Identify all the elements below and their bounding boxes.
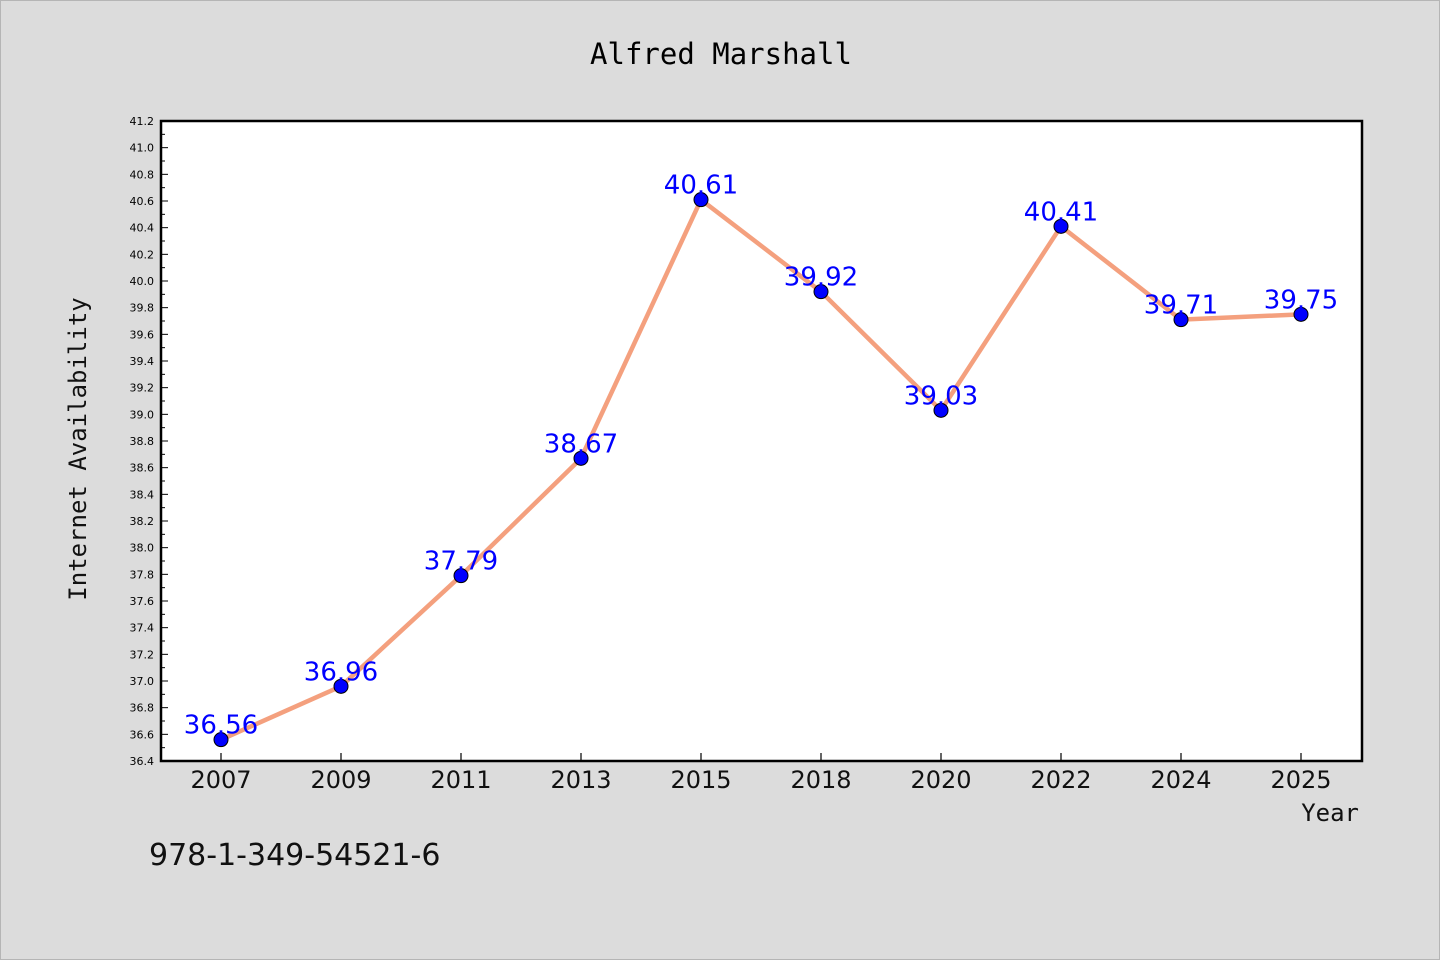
data-point xyxy=(573,450,589,466)
y-tick-label: 38.2 xyxy=(130,515,155,528)
data-label: 39.75 xyxy=(1264,285,1338,315)
y-tick-label: 36.6 xyxy=(130,728,155,741)
x-axis-label: Year xyxy=(1301,799,1359,827)
isbn-annotation: 978-1-349-54521-6 xyxy=(149,838,440,873)
data-labels: 36.56 36.96 37.79 38.67 40.61 39.92 39.03 40.41… xyxy=(184,171,1338,741)
y-tick-label: 36.8 xyxy=(130,702,155,715)
y-tick-label: 37.0 xyxy=(130,675,155,688)
y-tick-label: 37.8 xyxy=(130,568,155,581)
series-line xyxy=(220,197,1302,742)
y-tick-label: 41.2 xyxy=(130,115,155,128)
y-tick-label: 38.4 xyxy=(130,488,155,501)
y-tick-label: 37.2 xyxy=(130,648,155,661)
chart-title: Alfred Marshall xyxy=(590,37,852,71)
data-point xyxy=(1053,218,1069,234)
y-tick-label: 37.4 xyxy=(130,622,155,635)
y-tick-label: 37.6 xyxy=(130,595,155,608)
x-tick-label: 2024 xyxy=(1150,766,1211,794)
y-tick-label: 40.2 xyxy=(130,248,155,261)
data-point xyxy=(813,284,829,300)
y-tick-label: 38.8 xyxy=(130,435,155,448)
data-point xyxy=(333,678,349,694)
data-point xyxy=(1293,306,1309,322)
x-tick-label: 2013 xyxy=(550,766,611,794)
y-tick-label: 41.0 xyxy=(130,142,155,155)
y-axis-label: Internet Availability xyxy=(64,297,92,600)
data-point xyxy=(1173,312,1189,328)
y-tick-label: 39.4 xyxy=(130,355,155,368)
x-tick-label: 2025 xyxy=(1270,766,1331,794)
x-tick-label: 2018 xyxy=(790,766,851,794)
data-point xyxy=(933,402,949,418)
data-label: 39.03 xyxy=(904,381,978,411)
y-tick-label: 40.4 xyxy=(130,222,155,235)
y-tick-label: 40.6 xyxy=(130,195,155,208)
x-tick-label: 2011 xyxy=(430,766,491,794)
data-label: 38.67 xyxy=(544,429,618,459)
x-tick-label: 2007 xyxy=(190,766,251,794)
x-axis: 2007 2009 2011 2013 2015 2018 2020 2022 2024 2025 xyxy=(190,753,1332,794)
data-label: 37.79 xyxy=(424,547,498,577)
plot-area xyxy=(159,119,1364,763)
x-tick-label: 2022 xyxy=(1030,766,1091,794)
y-tick-label: 39.0 xyxy=(130,408,155,421)
data-label: 40.61 xyxy=(664,171,738,201)
y-tick-label: 39.8 xyxy=(130,302,155,315)
data-point xyxy=(453,568,469,584)
data-label: 39.71 xyxy=(1144,291,1218,321)
series-markers xyxy=(213,192,1309,748)
y-tick-label: 38.6 xyxy=(130,462,155,475)
data-point xyxy=(693,192,709,208)
data-point xyxy=(213,732,229,748)
y-tick-label: 40.0 xyxy=(130,275,155,288)
data-label: 40.41 xyxy=(1024,197,1098,227)
x-tick-label: 2009 xyxy=(310,766,371,794)
x-tick-label: 2020 xyxy=(910,766,971,794)
data-label: 36.56 xyxy=(184,711,258,741)
y-tick-label: 38.0 xyxy=(130,542,155,555)
data-label: 39.92 xyxy=(784,263,858,293)
y-tick-label: 40.8 xyxy=(130,168,155,181)
x-tick-label: 2015 xyxy=(670,766,731,794)
y-axis: 36.4 36.6 36.8 37.0 37.2 37.4 37.6 37.8 38.0 38.2… xyxy=(130,115,168,768)
data-label: 36.96 xyxy=(304,657,378,687)
y-tick-label: 39.6 xyxy=(130,328,155,341)
y-tick-label: 39.2 xyxy=(130,382,155,395)
y-tick-label: 36.4 xyxy=(130,755,155,768)
